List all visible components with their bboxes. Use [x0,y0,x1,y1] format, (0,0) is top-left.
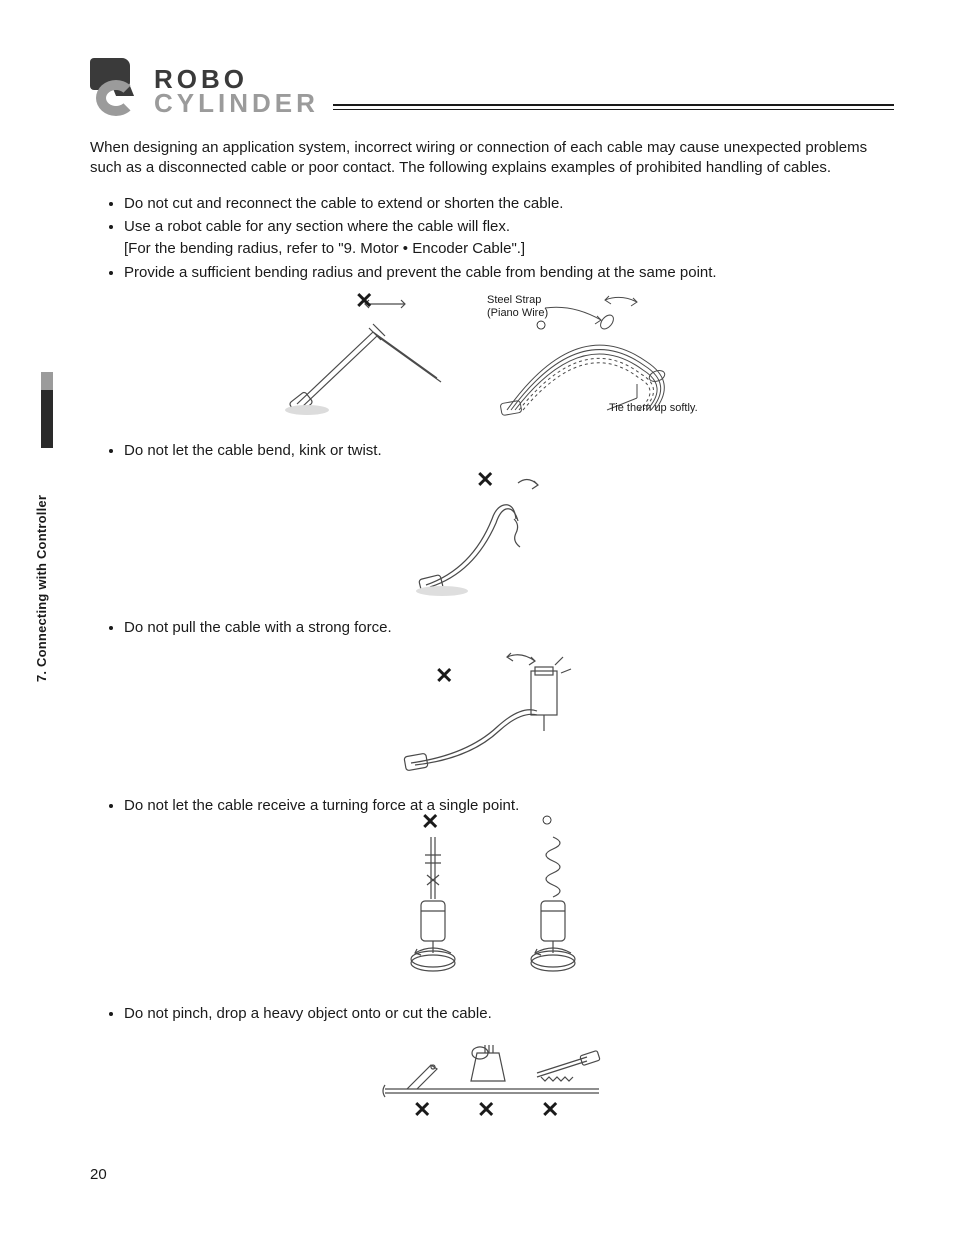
x-mark-icon: ✕ [421,809,439,835]
brand-line2: CYLINDER [154,91,319,116]
figure-row-kink: ✕ [90,469,894,599]
bullet-text: Use a robot cable for any section where … [124,218,510,235]
bullet-item: Do not let the cable receive a turning f… [124,795,894,817]
x-mark-icon: ✕ [541,1097,559,1123]
figure-pinch-drop-cut: ✕ ✕ ✕ [377,1033,607,1123]
figure-row-pull: ✕ [90,647,894,777]
tab-bar-light [41,372,53,390]
bullet-list: Do not pinch, drop a heavy object onto o… [90,1003,894,1025]
figure-row-bending: ✕ [90,292,894,422]
x-mark-icon: ✕ [435,663,453,689]
figure-good-bundle: Steel Strap (Piano Wire) ○ Tie them up s… [487,292,707,422]
bullet-list: Do not let the cable bend, kink or twist… [90,440,894,462]
bullet-item: Do not pinch, drop a heavy object onto o… [124,1003,894,1025]
x-mark-icon: ✕ [355,288,373,314]
figure-pull: ✕ [387,647,597,777]
page: ROBO CYLINDER 7. Connecting with Control… [0,0,954,1235]
rule-thick [333,104,894,106]
side-tab: 7. Connecting with Controller [34,390,60,670]
figure-turn-bad: ✕ [387,825,477,985]
o-mark-icon: ○ [541,809,553,832]
figure-bad-bend: ✕ [277,292,457,422]
bullet-subnote: [For the bending radius, refer to "9. Mo… [124,240,525,257]
side-tab-label: 7. Connecting with Controller [34,462,60,682]
tab-bar-dark [41,390,53,448]
bullet-list: Do not pull the cable with a strong forc… [90,617,894,639]
bullet-list-top: Do not cut and reconnect the cable to ex… [90,193,894,284]
header-rules [333,104,894,110]
figure-kink: ✕ [402,469,582,599]
bullet-list: Do not let the cable receive a turning f… [90,795,894,817]
x-mark-icon: ✕ [477,1097,495,1123]
figure-turn-good: ○ [507,825,597,985]
figure-row-pinch: ✕ ✕ ✕ [90,1033,894,1123]
header: ROBO CYLINDER [90,58,894,116]
intro-paragraph: When designing an application system, in… [90,138,894,179]
rc-logo-icon [90,58,148,116]
rule-thin [333,109,894,110]
brand-text: ROBO CYLINDER [154,67,319,116]
x-mark-icon: ✕ [413,1097,431,1123]
label-tie-softly: Tie them up softly. [609,402,698,415]
label-steel-strap: Steel Strap [487,294,541,306]
bullet-item: Do not let the cable bend, kink or twist… [124,440,894,462]
bullet-item: Use a robot cable for any section where … [124,216,894,260]
page-number: 20 [90,1166,107,1183]
x-mark-icon: ✕ [476,467,494,493]
bullet-item: Provide a sufficient bending radius and … [124,262,894,284]
bullet-item: Do not cut and reconnect the cable to ex… [124,193,894,215]
figure-row-turn: ✕ ○ [90,825,894,985]
bullet-item: Do not pull the cable with a strong forc… [124,617,894,639]
